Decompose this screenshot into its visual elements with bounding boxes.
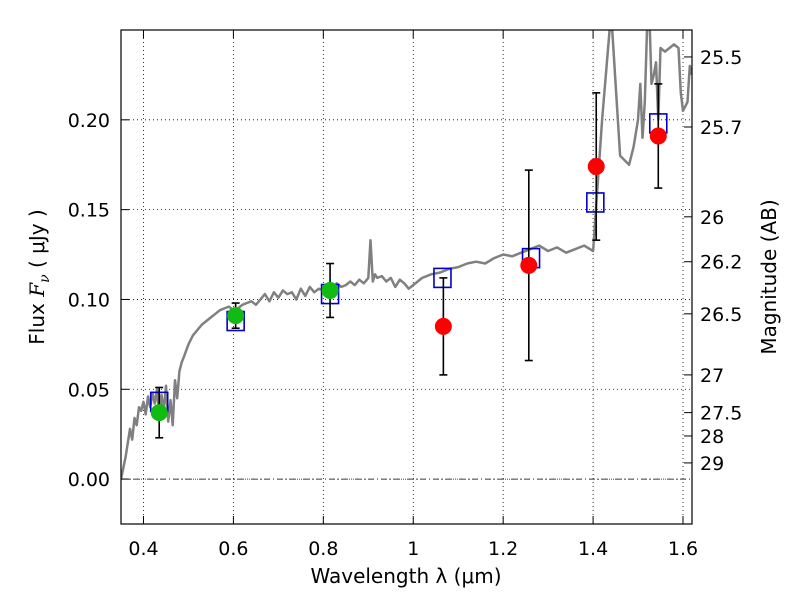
y-tick-label: 0.20	[68, 110, 110, 132]
model-point-box	[586, 192, 605, 213]
model-point-box	[433, 267, 452, 289]
y2-tick-label: 27.5	[700, 403, 742, 425]
y2-tick-label: 26.5	[700, 304, 742, 326]
x-tick-label: 0.8	[308, 538, 338, 560]
x-axis-label: Wavelength λ (μm)	[310, 564, 501, 588]
y-tick-label: 0.15	[68, 200, 110, 222]
observed-points	[150, 127, 667, 422]
y2-tick-label: 26.2	[700, 252, 742, 274]
observed-point	[587, 158, 605, 176]
y2-tick-label: 27	[700, 365, 724, 387]
y2-tick-label: 25.7	[700, 117, 742, 139]
y-tick-labels: 0.00 0.05 0.10 0.15 0.20	[68, 110, 110, 491]
x-tick-label: 0.4	[128, 538, 158, 560]
observed-point	[520, 256, 538, 274]
x-tick-label: 1.2	[488, 538, 518, 560]
x-tick-label: 1.4	[578, 538, 608, 560]
x-tick-label: 1.6	[668, 538, 698, 560]
y2-tick-label: 25.5	[700, 47, 742, 69]
y-axis-label: Flux Fν ( μJy )	[25, 209, 53, 344]
y2-tick-label: 28	[700, 426, 724, 448]
model-spectrum-line	[121, 30, 692, 480]
plot-frame	[120, 29, 693, 525]
observed-point	[150, 404, 168, 422]
y-tick-label: 0.10	[68, 289, 110, 311]
y-tick-label: 0.00	[68, 469, 110, 491]
axis-ticks	[121, 30, 692, 524]
x-tick-label: 0.6	[218, 538, 248, 560]
observed-point	[434, 317, 452, 335]
x-tick-label: 1	[407, 538, 419, 560]
y-tick-label: 0.05	[68, 379, 110, 401]
y2-axis-label: Magnitude (AB)	[757, 199, 781, 354]
plot-area	[121, 30, 692, 524]
observed-point	[649, 127, 667, 145]
y2-tick-label: 29	[700, 453, 724, 475]
y2-tick-label: 26	[700, 207, 724, 229]
x-tick-labels: 0.4 0.6 0.8 1 1.2 1.4 1.6	[128, 538, 698, 560]
model-spectrum	[121, 30, 692, 480]
y2-tick-labels: 25.5 25.7 26 26.2 26.5 27 27.528 29	[700, 47, 742, 475]
observed-point	[227, 307, 245, 325]
observed-point	[321, 281, 339, 299]
